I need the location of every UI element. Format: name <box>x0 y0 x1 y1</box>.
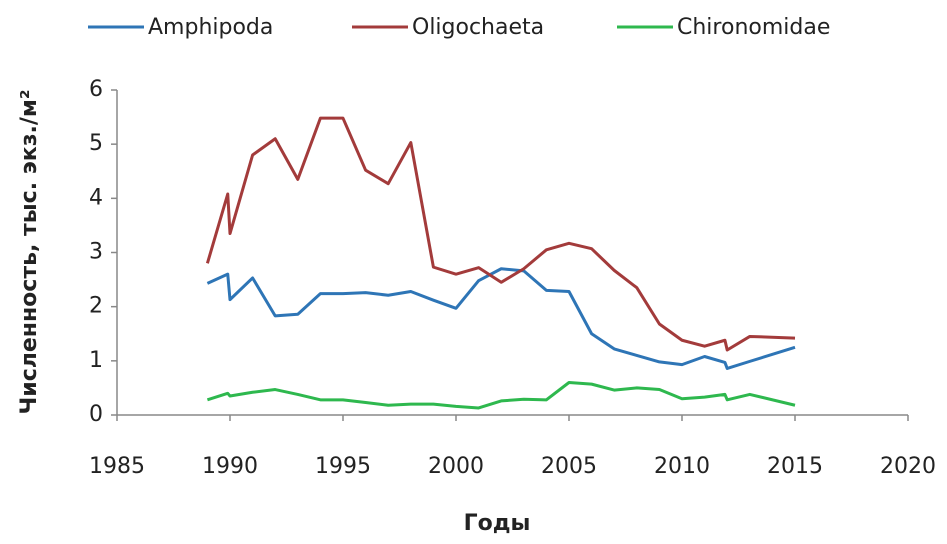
x-tick-label: 2005 <box>541 454 597 479</box>
x-tick-label: 2000 <box>428 454 484 479</box>
y-tick-label: 3 <box>89 240 103 265</box>
legend-label: Amphipoda <box>148 15 273 40</box>
y-tick-label: 1 <box>89 348 103 373</box>
legend-label: Oligochaeta <box>412 15 544 40</box>
y-tick-label: 5 <box>89 131 103 156</box>
y-tick-label: 2 <box>89 294 103 319</box>
legend-label: Chironomidae <box>677 15 830 40</box>
y-tick-label: 6 <box>89 77 103 102</box>
x-tick-label: 2015 <box>767 454 823 479</box>
y-tick-label: 0 <box>89 402 103 427</box>
x-tick-label: 1990 <box>202 454 258 479</box>
y-axis-title: Численность, тыс. экз./м² <box>17 90 42 415</box>
series-line <box>205 116 796 352</box>
x-tick-label: 2010 <box>654 454 710 479</box>
x-tick-label: 1985 <box>89 454 145 479</box>
y-tick-label: 4 <box>89 185 103 210</box>
x-axis-title: Годы <box>464 511 531 536</box>
x-tick-label: 2020 <box>880 454 936 479</box>
series-line <box>206 381 796 410</box>
x-tick-label: 1995 <box>315 454 371 479</box>
